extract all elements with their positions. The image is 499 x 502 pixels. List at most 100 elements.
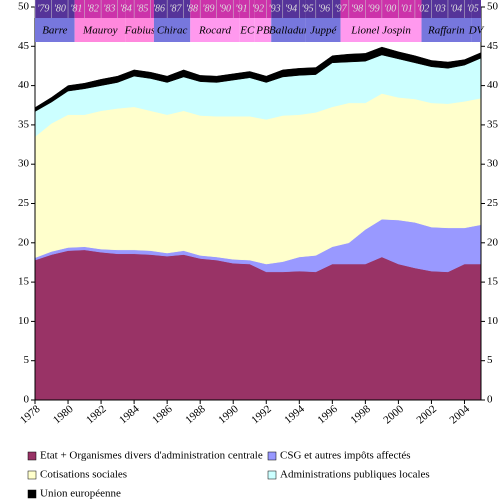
- y2-tick-label: 45: [487, 40, 499, 52]
- x-tick-label: 1994: [282, 403, 307, 427]
- year-label: '94: [285, 3, 297, 14]
- legend-label: Administrations publiques locales: [280, 469, 430, 481]
- government-label: Fabius: [124, 25, 156, 37]
- x-tick-label: 1980: [51, 403, 76, 427]
- legend-key: [27, 451, 37, 461]
- year-label: '83: [103, 3, 115, 14]
- government-band: [340, 18, 422, 42]
- year-label: '01: [401, 3, 413, 14]
- year-band: [254, 0, 272, 18]
- year-label: '96: [318, 3, 330, 14]
- government-label: Rocard: [198, 25, 231, 37]
- year-band: [271, 0, 306, 18]
- government-band: [271, 18, 306, 42]
- x-tick-label: 2004: [447, 403, 472, 427]
- year-band: [190, 0, 240, 18]
- government-label: Lionel Jospin: [350, 25, 411, 37]
- legend-key: [267, 451, 277, 461]
- y2-tick-label: 50: [487, 1, 499, 13]
- x-tick-label: 1978: [18, 403, 43, 427]
- government-band: [239, 18, 255, 42]
- year-band: [421, 0, 472, 18]
- government-band: [35, 18, 75, 42]
- government-band: [125, 18, 154, 42]
- x-tick-label: 1986: [150, 403, 175, 427]
- year-label: '03: [434, 3, 446, 14]
- y2-tick-label: 40: [487, 79, 499, 91]
- x-tick-label: 2002: [414, 403, 439, 426]
- government-band: [190, 18, 240, 42]
- y2-tick-label: 35: [487, 118, 499, 130]
- y-tick-label: 30: [18, 158, 30, 170]
- year-label: '02: [417, 3, 429, 14]
- year-band: [471, 0, 481, 18]
- year-label: '05: [467, 3, 479, 14]
- year-band: [239, 0, 255, 18]
- legend-label: CSG et autres impôts affectés: [280, 450, 411, 462]
- year-label: '90: [219, 3, 231, 14]
- x-tick-label: 1990: [216, 403, 241, 427]
- x-tick-label: 1998: [348, 403, 373, 427]
- y2-tick-label: 20: [487, 236, 499, 248]
- government-band: [305, 18, 341, 42]
- year-label: '00: [384, 3, 396, 14]
- year-label: '81: [70, 3, 82, 14]
- legend-label: Cotisations sociales: [40, 469, 127, 481]
- year-band: [35, 0, 75, 18]
- year-label: '84: [120, 3, 132, 14]
- y-tick-label: 5: [24, 354, 30, 366]
- x-tick-label: 2000: [381, 403, 406, 427]
- government-band: [421, 18, 472, 42]
- government-label: Raffarin: [427, 25, 465, 37]
- year-label: '93: [268, 3, 280, 14]
- year-label: '92: [252, 3, 264, 14]
- government-label: DV: [468, 25, 485, 37]
- legend-key: [27, 489, 37, 499]
- year-band: [74, 0, 126, 18]
- x-tick-label: 1988: [183, 403, 208, 427]
- legend-key: [267, 470, 277, 480]
- government-label: Chirac: [157, 25, 188, 37]
- government-label: Juppé: [310, 25, 337, 37]
- year-label: '89: [202, 3, 214, 14]
- y-tick-label: 25: [18, 197, 30, 209]
- legend-key: [27, 470, 37, 480]
- y-tick-label: 0: [24, 394, 30, 406]
- x-tick-label: 1984: [117, 403, 142, 427]
- y-tick-label: 10: [18, 315, 30, 327]
- year-band: [340, 0, 422, 18]
- y2-tick-label: 25: [487, 197, 499, 209]
- year-band: [125, 0, 154, 18]
- year-band: [305, 0, 341, 18]
- y-tick-label: 20: [18, 236, 30, 248]
- year-label: '86: [153, 3, 165, 14]
- y2-tick-label: 0: [487, 394, 493, 406]
- year-label: '79: [37, 3, 49, 14]
- government-label: Balladur: [269, 25, 309, 37]
- y2-tick-label: 5: [487, 354, 493, 366]
- year-label: '91: [235, 3, 247, 14]
- year-label: '80: [54, 3, 66, 14]
- year-label: '85: [136, 3, 148, 14]
- x-tick-label: 1992: [249, 403, 274, 426]
- y-tick-label: 45: [18, 40, 30, 52]
- legend-label: Union européenne: [40, 488, 121, 500]
- y-tick-label: 15: [18, 276, 30, 288]
- y-tick-label: 35: [18, 118, 30, 130]
- y-tick-label: 40: [18, 79, 30, 91]
- y2-tick-label: 30: [487, 158, 499, 170]
- government-band: [74, 18, 126, 42]
- area: [34, 249, 482, 401]
- government-label: EC: [239, 25, 255, 37]
- y2-tick-label: 15: [487, 276, 499, 288]
- y2-tick-label: 10: [487, 315, 499, 327]
- legend-label: Etat + Organismes divers d'administratio…: [40, 450, 263, 462]
- x-tick-label: 1982: [84, 403, 109, 426]
- year-label: '97: [335, 3, 348, 14]
- year-label: '04: [450, 3, 462, 14]
- year-label: '88: [186, 3, 198, 14]
- government-band: [254, 18, 272, 42]
- government-label: Mauroy: [82, 25, 118, 37]
- y-tick-label: 50: [18, 1, 30, 13]
